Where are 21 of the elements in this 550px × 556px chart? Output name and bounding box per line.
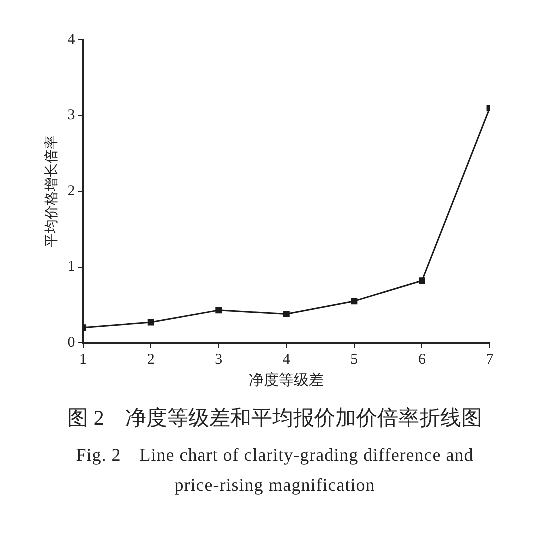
text: Fig. 2 Line chart of clarity-grading difference and price-rising magnification [75, 444, 475, 497]
point [351, 298, 358, 305]
y-axis-title: 平均价格增长倍率 [44, 136, 60, 248]
x-tick-label: 6 [418, 352, 426, 368]
y-tick-label: 1 [68, 259, 76, 276]
x-tick-label: 4 [282, 352, 291, 368]
point [216, 307, 222, 314]
x-tick-label: 1 [80, 352, 88, 368]
text: 图 2 净度等级差和平均报价加价倍率折线图 [66, 405, 484, 432]
x-tick-label: 2 [147, 352, 155, 368]
point [283, 310, 290, 318]
y-tick-label: 0 [68, 334, 76, 351]
y-tick-label: 2 [68, 183, 76, 200]
point [148, 319, 154, 326]
x-tick-label: 5 [350, 352, 358, 368]
y-tick-label: 4 [68, 32, 76, 48]
x-tick-label: 7 [486, 352, 494, 368]
point [418, 278, 426, 284]
y-tick-label: 3 [68, 108, 76, 124]
x-axis-title: 净度等级差 [249, 372, 324, 389]
x-tick-label: 3 [215, 352, 223, 368]
